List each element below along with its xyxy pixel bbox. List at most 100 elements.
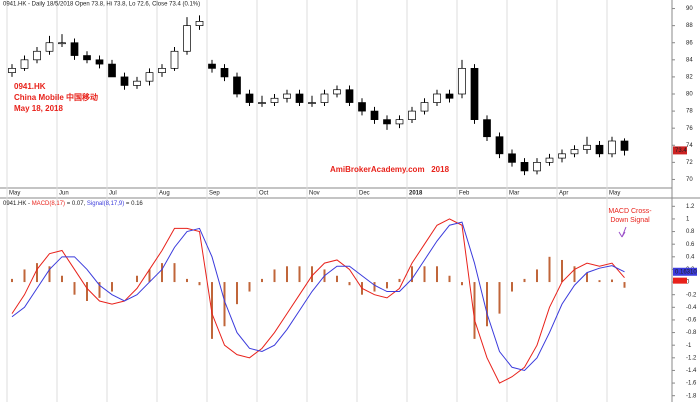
candle-body bbox=[470, 68, 479, 120]
y-tick-label: -0.4 bbox=[686, 305, 697, 311]
histogram-bar bbox=[511, 282, 513, 292]
y-tick-label: 1.2 bbox=[686, 204, 695, 210]
x-tick-label: Apr bbox=[559, 191, 568, 197]
x-tick-label: Nov bbox=[309, 191, 320, 197]
candle-body bbox=[408, 110, 416, 120]
candle-body bbox=[320, 93, 329, 103]
signal-value-box bbox=[673, 267, 697, 276]
candle-body bbox=[58, 42, 66, 45]
histogram-bar bbox=[98, 282, 101, 298]
histogram-bar bbox=[311, 266, 313, 283]
candle-body bbox=[208, 63, 216, 69]
candle-body bbox=[508, 153, 516, 163]
histogram-bar bbox=[461, 282, 463, 286]
x-tick-label: May bbox=[9, 191, 20, 197]
annotation: May 18, 2018 bbox=[14, 104, 63, 113]
histogram-bar bbox=[598, 280, 601, 283]
candle-body bbox=[120, 76, 129, 86]
histogram-bar bbox=[161, 263, 163, 283]
histogram-bar bbox=[411, 266, 413, 283]
histogram-bar bbox=[623, 282, 626, 288]
histogram-bar bbox=[486, 282, 488, 327]
candle-body bbox=[595, 144, 604, 155]
histogram-bar bbox=[23, 269, 26, 283]
histogram-bar bbox=[186, 278, 188, 283]
y-tick-label: 0 bbox=[686, 280, 690, 286]
y-tick-label: -1 bbox=[686, 343, 692, 349]
x-tick-label: May bbox=[609, 191, 620, 197]
candle-body bbox=[583, 144, 591, 150]
y-tick-label: 80 bbox=[686, 92, 693, 98]
candle-body bbox=[620, 140, 629, 151]
candle-body bbox=[545, 157, 554, 163]
macd-header-ticker: 0941.HK - bbox=[3, 201, 32, 207]
candle-body bbox=[170, 50, 179, 69]
candle-body bbox=[8, 68, 16, 73]
histogram-bar bbox=[611, 279, 613, 283]
annotation: China Mobile 中国移动 bbox=[14, 92, 98, 102]
histogram-bar bbox=[111, 282, 113, 292]
candle-body bbox=[258, 102, 266, 104]
candle-body bbox=[483, 119, 491, 138]
candle-body bbox=[283, 93, 291, 99]
x-tick-label: Feb bbox=[459, 191, 470, 197]
annotation: MACD Cross- bbox=[608, 208, 652, 215]
y-tick-label: -0.8 bbox=[686, 330, 697, 336]
histogram-bar bbox=[223, 282, 226, 327]
histogram-bar bbox=[586, 272, 588, 283]
annotation: 0941.HK bbox=[14, 82, 46, 91]
histogram-bar bbox=[298, 266, 301, 283]
histogram-bar bbox=[48, 266, 51, 283]
y-tick-label: 78 bbox=[686, 109, 693, 115]
annotation-arrow bbox=[618, 226, 627, 238]
legend-value: = 0.16 bbox=[124, 201, 143, 207]
y-tick-label: -0.6 bbox=[686, 318, 697, 324]
histogram-bar bbox=[473, 282, 476, 339]
candle-body bbox=[33, 50, 41, 61]
y-tick-label: 72 bbox=[686, 160, 693, 166]
candle-body bbox=[333, 89, 341, 95]
last-price-label: 73.4 bbox=[675, 148, 687, 154]
candle-body bbox=[183, 25, 191, 52]
macd-line bbox=[11, 218, 625, 384]
candle-body bbox=[420, 102, 429, 112]
legend-entry: Signal(8,17,9) bbox=[87, 201, 124, 207]
y-tick-label: 0.8 bbox=[686, 229, 695, 235]
candle-body bbox=[158, 68, 166, 73]
histogram-bar bbox=[573, 266, 576, 283]
candle-body bbox=[220, 68, 229, 78]
histogram-bar bbox=[286, 266, 288, 283]
histogram-bar bbox=[261, 278, 263, 283]
x-tick-label: Dec bbox=[359, 191, 370, 197]
legend-entry: MACD(8,17) bbox=[32, 201, 65, 207]
candle-body bbox=[83, 55, 91, 61]
y-tick-label: 82 bbox=[686, 74, 693, 80]
y-tick-label: -1.6 bbox=[686, 381, 697, 387]
signal-value-label: 0.16310 bbox=[675, 269, 697, 275]
y-tick-label: 86 bbox=[686, 40, 693, 46]
candle-body bbox=[133, 80, 141, 86]
x-tick-label: Jul bbox=[109, 191, 117, 197]
x-tick-label: Sep bbox=[209, 191, 220, 197]
price-header: 0941.HK - Daily 18/5/2018 Open 73.8, Hi … bbox=[3, 2, 200, 8]
histogram-bar bbox=[448, 275, 451, 283]
x-tick-label: Mar bbox=[509, 191, 519, 197]
histogram-bar bbox=[236, 282, 238, 305]
candle-body bbox=[520, 162, 529, 172]
macd-value-box bbox=[673, 277, 687, 284]
histogram-bar bbox=[348, 282, 351, 286]
candle-body bbox=[308, 102, 316, 104]
x-tick-label: Jun bbox=[59, 191, 69, 197]
histogram-bar bbox=[73, 282, 76, 295]
histogram-bar bbox=[523, 278, 526, 283]
candle-body bbox=[570, 149, 579, 155]
candle-body bbox=[345, 89, 354, 103]
candle-body bbox=[370, 110, 379, 120]
candle-body bbox=[295, 93, 304, 103]
y-tick-label: 84 bbox=[686, 57, 693, 63]
candle-body bbox=[383, 119, 391, 125]
candle-body bbox=[433, 93, 441, 103]
histogram-bar bbox=[548, 256, 551, 283]
x-tick-label: 2018 bbox=[409, 191, 423, 197]
